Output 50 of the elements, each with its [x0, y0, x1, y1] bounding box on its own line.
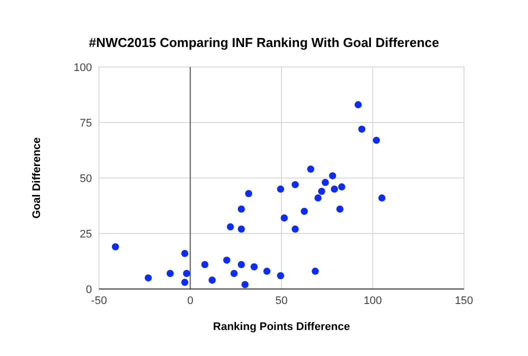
x-tick-label: 150	[454, 295, 474, 307]
y-tick-label: 25	[80, 228, 92, 240]
y-tick-label: 100	[74, 62, 92, 74]
point	[238, 226, 245, 233]
point	[292, 181, 299, 188]
x-tick-label: -50	[91, 295, 107, 307]
point	[277, 186, 284, 193]
point	[183, 270, 190, 278]
point	[280, 214, 288, 222]
point	[372, 136, 380, 144]
point	[307, 166, 314, 173]
y-tick-label: 75	[80, 117, 92, 130]
point	[322, 178, 329, 186]
point	[112, 243, 119, 250]
point	[338, 183, 346, 190]
point	[378, 194, 386, 202]
point	[245, 190, 252, 198]
point	[314, 194, 322, 202]
point	[300, 208, 308, 215]
point	[166, 270, 174, 278]
x-axis-title: Ranking Points Difference	[213, 321, 350, 333]
chart-title: #NWC2015 Comparing INF Ranking With Goal Difference	[88, 35, 440, 50]
point	[181, 278, 188, 286]
x-tick-label: 100	[364, 295, 382, 307]
point	[312, 268, 319, 275]
y-axis-title: Goal Difference	[31, 137, 43, 219]
point	[330, 186, 338, 193]
y-tick-label: 50	[80, 172, 92, 185]
point	[292, 226, 299, 233]
x-tick-label: 0	[187, 295, 194, 307]
point	[263, 268, 270, 275]
point	[250, 263, 258, 270]
y-tick-label: 0	[86, 284, 92, 296]
point	[230, 270, 238, 278]
point	[181, 250, 188, 258]
point	[277, 272, 284, 280]
point	[226, 223, 234, 230]
x-tick-label: 50	[275, 295, 288, 307]
point	[336, 206, 344, 213]
point	[354, 101, 362, 108]
point	[201, 261, 208, 268]
point	[238, 206, 245, 213]
point	[144, 274, 152, 282]
point	[223, 256, 230, 264]
point	[329, 172, 336, 180]
point	[208, 276, 216, 284]
point	[318, 188, 326, 195]
point	[358, 126, 366, 133]
point	[238, 261, 245, 268]
point	[241, 281, 249, 288]
